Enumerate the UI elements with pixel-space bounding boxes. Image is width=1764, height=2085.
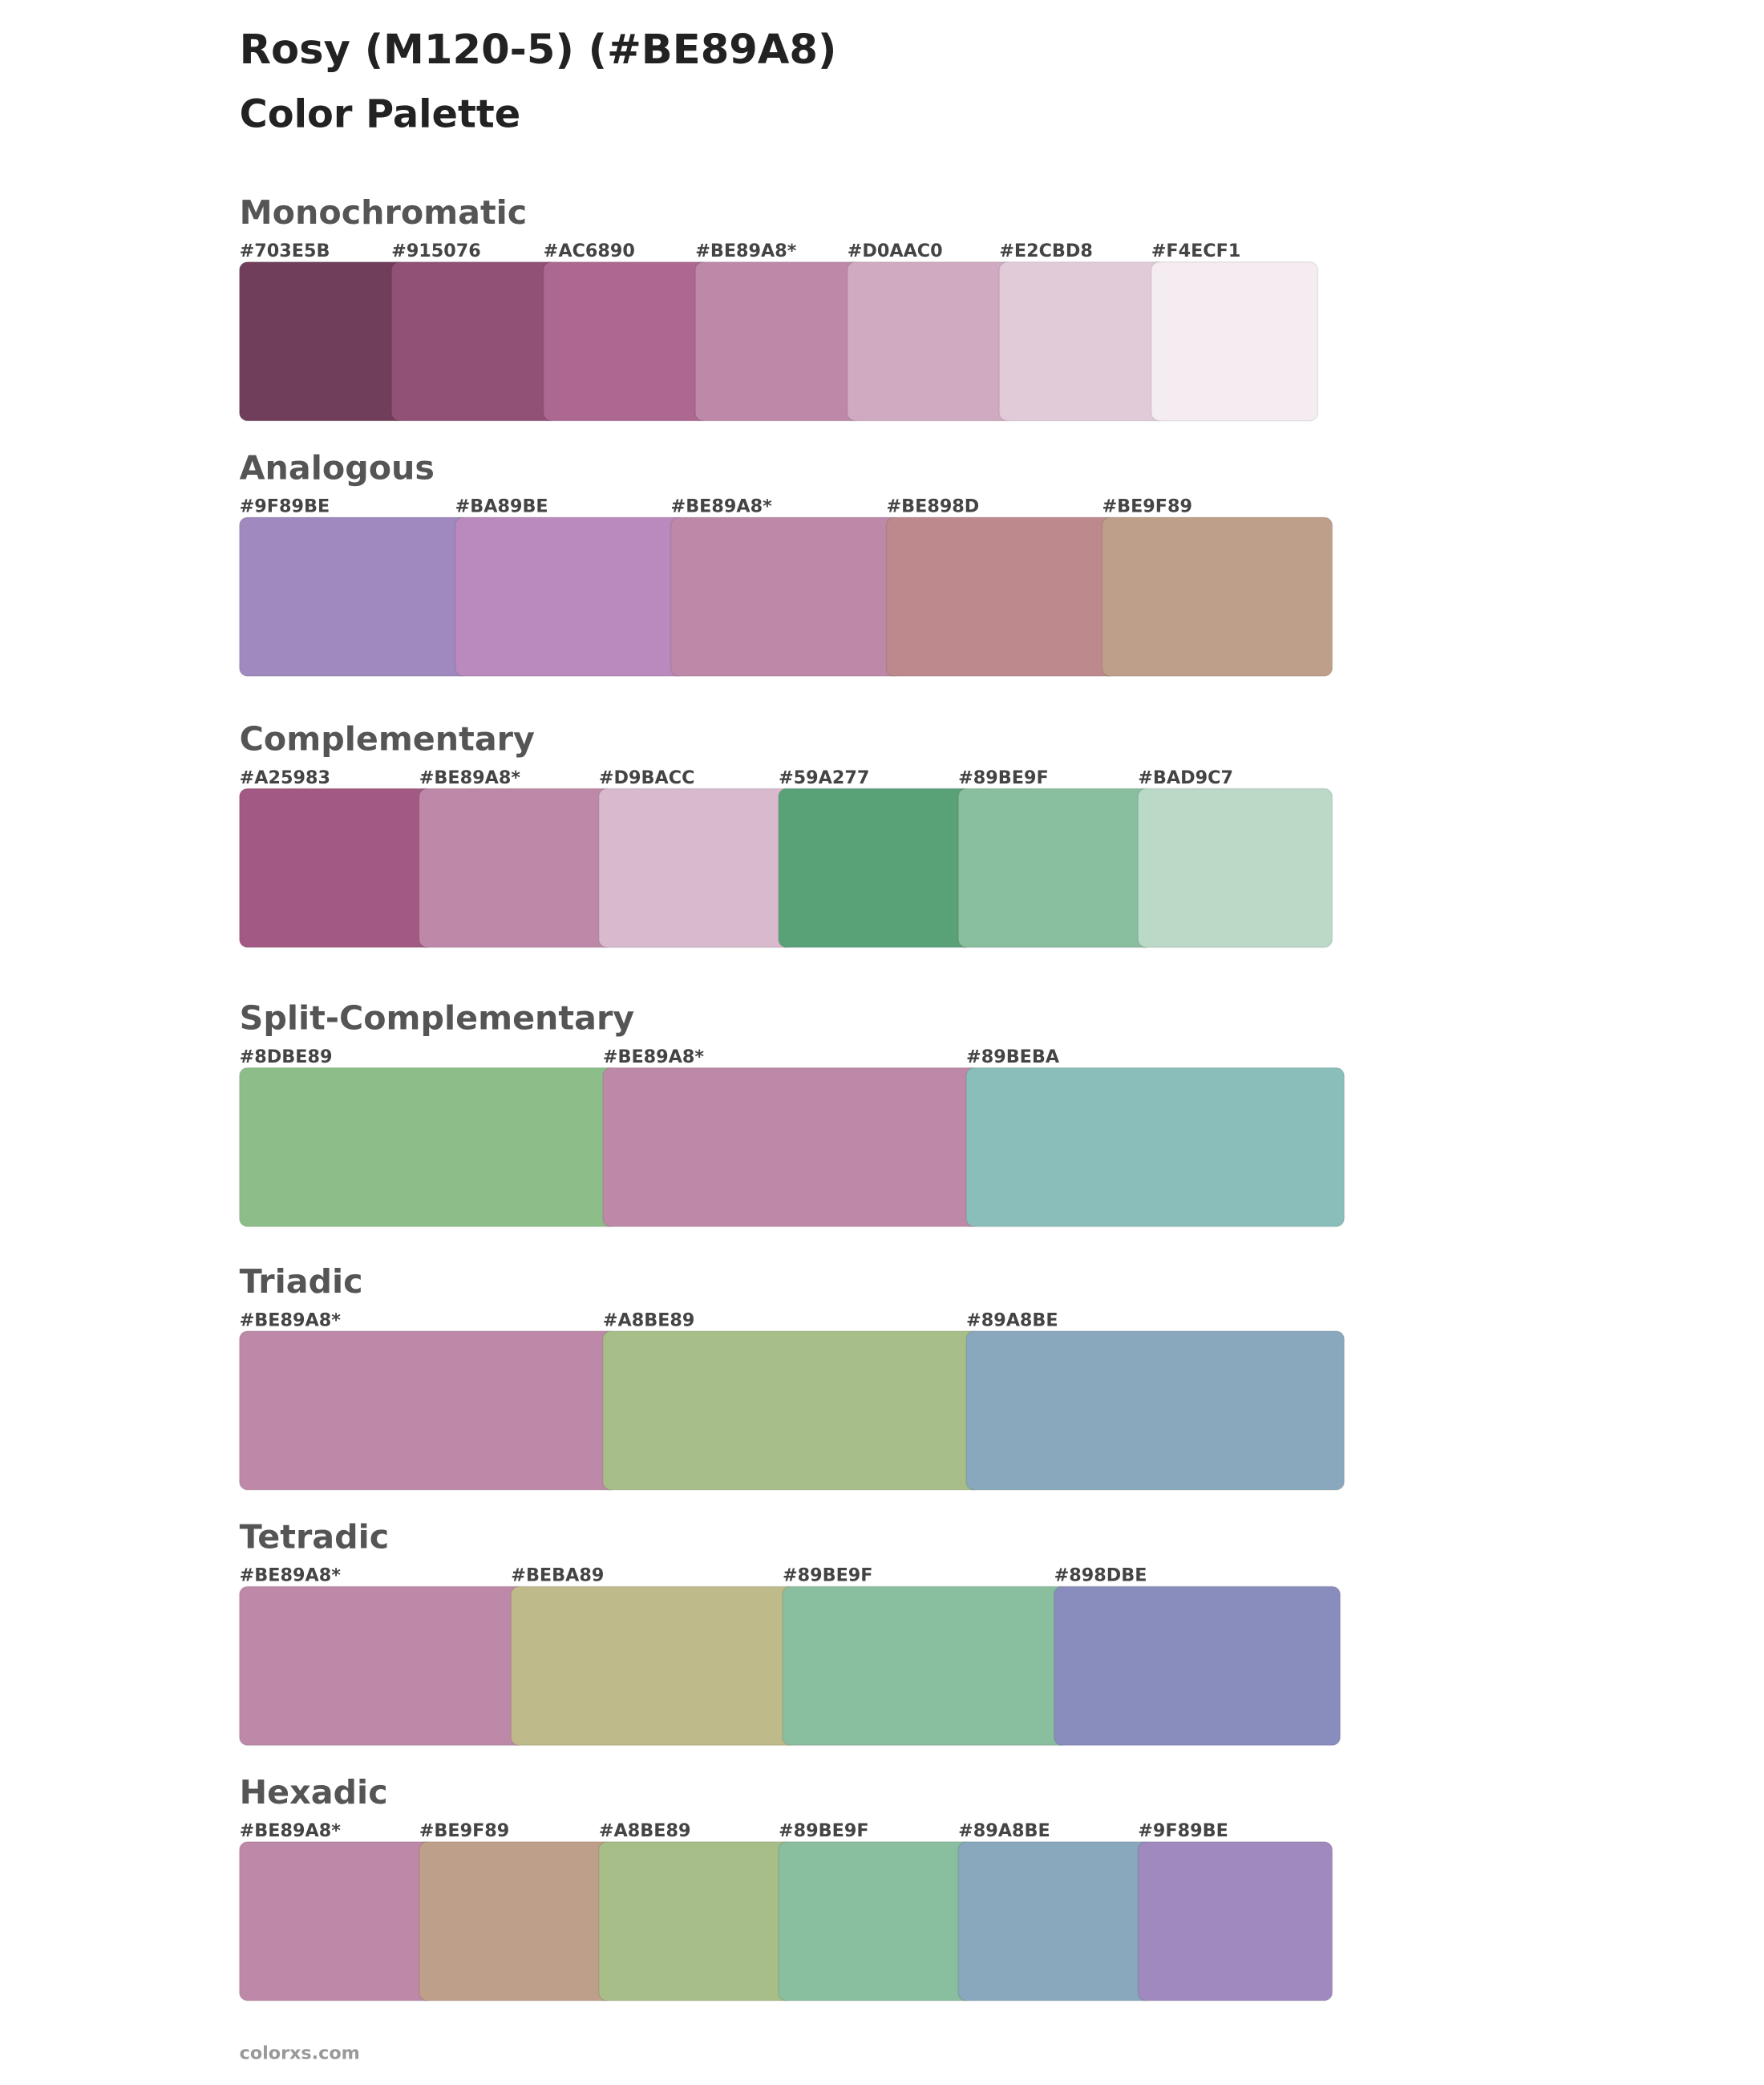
swatch: [965, 1067, 1345, 1228]
swatch: [782, 1585, 1070, 1747]
swatch: [778, 787, 974, 949]
swatch: [1101, 516, 1333, 677]
swatch-label: #89BE9F: [779, 1820, 869, 1841]
section-heading: Monochromatic: [240, 193, 528, 232]
swatch-label: #89BE9F: [958, 767, 1049, 788]
swatch: [238, 1330, 618, 1491]
swatch-label: #915076: [391, 241, 481, 261]
swatch-label: #A8BE89: [603, 1310, 695, 1330]
swatch-label: #9F89BE: [240, 496, 330, 517]
swatch-label: #703E5B: [240, 241, 330, 261]
swatch: [418, 1840, 614, 2002]
swatch: [778, 1840, 974, 2002]
swatch: [1137, 787, 1333, 949]
swatch-label: #BAD9C7: [1138, 767, 1233, 788]
swatch-label: #BE89A8*: [419, 767, 521, 788]
swatch: [670, 516, 902, 677]
swatch: [957, 1840, 1154, 2002]
swatch-label: #89BE9F: [783, 1565, 873, 1586]
swatch: [418, 787, 614, 949]
swatch-label: #D0AAC0: [848, 241, 943, 261]
swatch: [510, 1585, 798, 1747]
swatch: [238, 261, 407, 422]
swatch-label: #BE89A8*: [603, 1047, 705, 1067]
swatch-label: #BE89A8*: [240, 1310, 342, 1330]
swatch: [998, 261, 1167, 422]
swatch: [598, 787, 795, 949]
swatch: [1053, 1585, 1341, 1747]
swatch-label: #89A8BE: [966, 1310, 1058, 1330]
swatch-label: #BE9F89: [419, 1820, 510, 1841]
swatch-label: #E2CBD8: [999, 241, 1093, 261]
swatch: [694, 261, 863, 422]
section-heading: Split-Complementary: [240, 999, 635, 1038]
swatch-label: #BA89BE: [455, 496, 548, 517]
swatch: [1150, 261, 1319, 422]
swatch-label: #BE89A8*: [695, 241, 797, 261]
section-heading: Complementary: [240, 720, 535, 759]
swatch: [542, 261, 711, 422]
swatch: [965, 1330, 1345, 1491]
swatch: [454, 516, 686, 677]
swatch: [238, 787, 435, 949]
section-heading: Hexadic: [240, 1773, 388, 1812]
swatch: [238, 1585, 527, 1747]
swatch: [602, 1330, 982, 1491]
swatch-label: #898DBE: [1054, 1565, 1147, 1586]
swatch-label: #BE9F89: [1102, 496, 1192, 517]
swatch: [1137, 1840, 1333, 2002]
page-title: Rosy (M120-5) (#BE89A8): [240, 26, 837, 74]
swatch: [602, 1067, 982, 1228]
swatch-label: #AC6890: [544, 241, 635, 261]
swatch-label: #A8BE89: [599, 1820, 691, 1841]
swatch: [885, 516, 1118, 677]
swatch: [238, 516, 471, 677]
swatch-label: #BE89A8*: [240, 1820, 342, 1841]
swatch-label: #F4ECF1: [1151, 241, 1241, 261]
swatch: [238, 1067, 618, 1228]
page-subtitle: Color Palette: [240, 92, 521, 136]
swatch-label: #9F89BE: [1138, 1820, 1228, 1841]
swatch-label: #BEBA89: [511, 1565, 604, 1586]
swatch: [957, 787, 1154, 949]
swatch-label: #8DBE89: [240, 1047, 333, 1067]
swatch: [846, 261, 1015, 422]
swatch-label: #BE89A8*: [240, 1565, 342, 1586]
swatch: [598, 1840, 795, 2002]
swatch-label: #BE898D: [887, 496, 980, 517]
section-heading: Tetradic: [240, 1517, 390, 1556]
swatch-label: #BE89A8*: [671, 496, 773, 517]
swatch-label: #D9BACC: [599, 767, 695, 788]
swatch-label: #89BEBA: [966, 1047, 1060, 1067]
swatch: [390, 261, 559, 422]
footer: colorxs.com: [240, 2042, 360, 2063]
section-heading: Triadic: [240, 1262, 363, 1301]
swatch-label: #89A8BE: [958, 1820, 1050, 1841]
swatch-label: #A25983: [240, 767, 330, 788]
swatch-label: #59A277: [779, 767, 869, 788]
section-heading: Analogous: [240, 448, 435, 487]
swatch: [238, 1840, 435, 2002]
